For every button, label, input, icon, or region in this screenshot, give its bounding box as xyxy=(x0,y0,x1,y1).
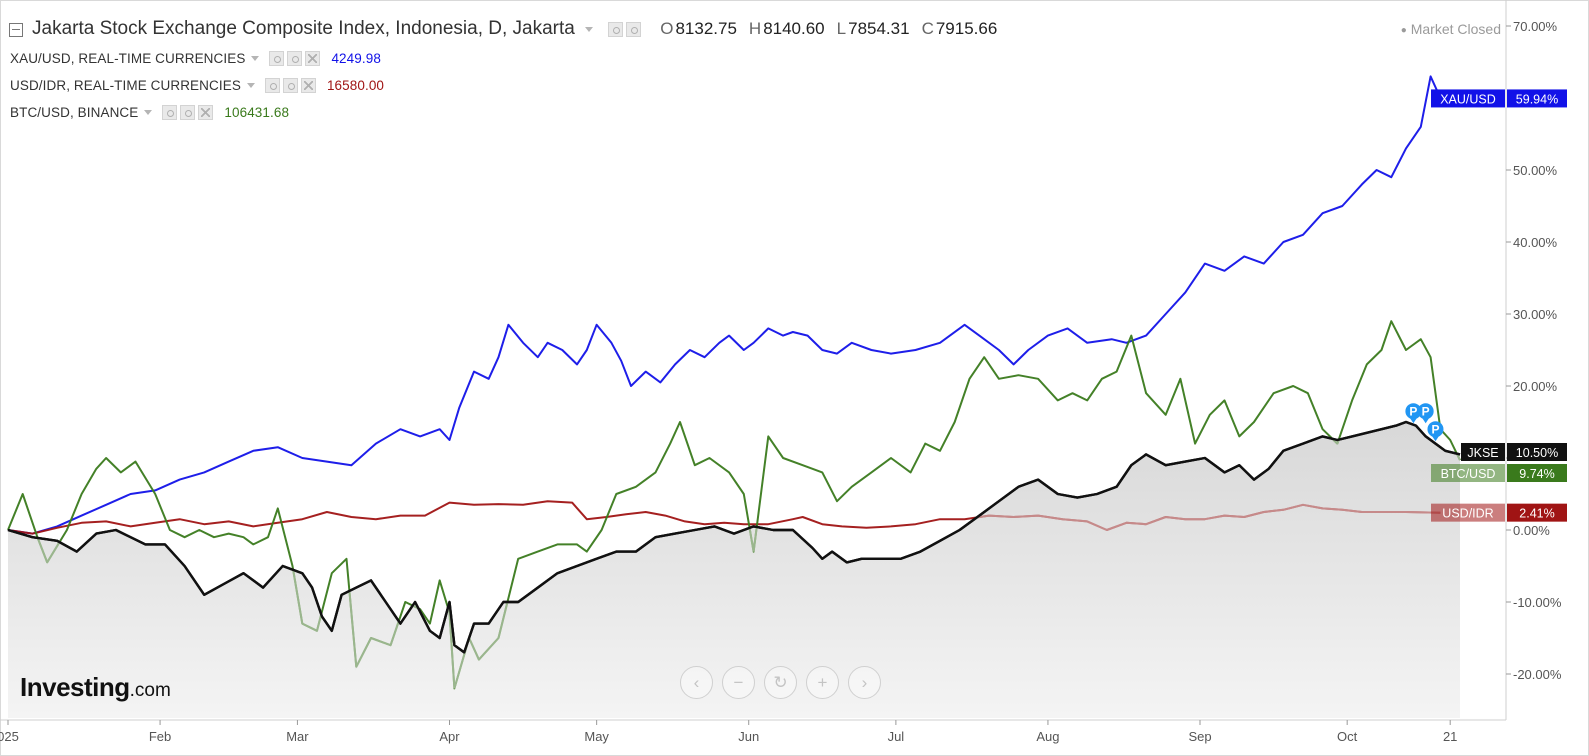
badge-name-bg xyxy=(1461,443,1505,461)
series-line-xauusd xyxy=(7,75,1442,535)
y-tick-label: 70.00% xyxy=(1513,19,1558,34)
legend-dropdown-icon[interactable] xyxy=(246,83,255,89)
x-tick-label: Sep xyxy=(1188,729,1211,744)
badge-name-bg xyxy=(1431,503,1505,522)
chart-nav-controls: ‹ − ↻ + › xyxy=(680,666,890,699)
remove-icon[interactable] xyxy=(198,105,214,121)
legend-label: BTC/USD, BINANCE xyxy=(10,105,139,120)
y-tick-label: -10.00% xyxy=(1513,595,1562,610)
investing-logo: Investing.com xyxy=(20,672,171,703)
y-tick-label: -20.00% xyxy=(1513,667,1562,682)
visibility-icon[interactable] xyxy=(607,22,623,38)
ohlc-key: H xyxy=(748,19,762,38)
badge-name: JKSE xyxy=(1467,446,1498,460)
y-tick-label: 40.00% xyxy=(1513,235,1558,250)
legend-value: 106431.68 xyxy=(224,105,290,120)
event-marker-pin xyxy=(1409,417,1418,424)
settings-icon[interactable] xyxy=(625,22,641,38)
visibility-icon[interactable] xyxy=(264,78,280,94)
x-tick-label: 025 xyxy=(0,729,19,744)
badge-value-bg xyxy=(1507,443,1567,461)
remove-icon[interactable] xyxy=(305,51,321,67)
y-tick-label: 30.00% xyxy=(1513,307,1558,322)
badge-value-bg xyxy=(1507,464,1567,482)
y-tick-label: 0.00% xyxy=(1513,523,1550,538)
legend-dropdown-icon[interactable] xyxy=(144,110,153,116)
market-status: Market Closed xyxy=(1401,21,1501,37)
event-marker xyxy=(1405,403,1422,420)
badge-value-bg xyxy=(1507,503,1567,522)
legend-row[interactable]: USD/IDR, REAL-TIME CURRENCIES 16580.00 xyxy=(10,77,384,95)
chart-title: Jakarta Stock Exchange Composite Index, … xyxy=(32,18,575,39)
event-marker-pin xyxy=(1421,417,1430,424)
ohlc-value: 7854.31 xyxy=(848,19,910,38)
ohlc-readout: O 8132.75 H 8140.60 L 7854.31 C 7915.66 xyxy=(648,19,998,38)
y-tick-label: 20.00% xyxy=(1513,379,1558,394)
legend-value: 16580.00 xyxy=(326,78,385,93)
ohlc-key: L xyxy=(836,19,847,38)
badge-name-bg xyxy=(1431,464,1505,482)
series-line-jkse-top xyxy=(7,420,1461,654)
reset-button[interactable]: ↻ xyxy=(764,666,797,699)
scroll-left-button[interactable]: ‹ xyxy=(680,666,713,699)
zoom-out-button[interactable]: − xyxy=(722,666,755,699)
event-marker-label: P xyxy=(1409,405,1417,419)
legend-label: XAU/USD, REAL-TIME CURRENCIES xyxy=(10,51,246,66)
event-marker xyxy=(1417,403,1434,420)
settings-icon[interactable] xyxy=(287,51,303,67)
legend-dropdown-icon[interactable] xyxy=(251,56,260,62)
zoom-in-button[interactable]: + xyxy=(806,666,839,699)
x-tick-label: 21 xyxy=(1443,729,1457,744)
chart-header: Jakarta Stock Exchange Composite Index, … xyxy=(32,18,997,40)
x-tick-label: Aug xyxy=(1036,729,1059,744)
visibility-icon[interactable] xyxy=(162,105,178,121)
x-tick-label: Apr xyxy=(439,729,460,744)
event-marker-pin xyxy=(1431,435,1440,442)
badge-value-bg xyxy=(1507,89,1567,108)
event-marker xyxy=(1427,421,1444,438)
legend-value: 4249.98 xyxy=(331,51,381,66)
badge-value: 9.74% xyxy=(1519,467,1554,481)
legend-label: USD/IDR, REAL-TIME CURRENCIES xyxy=(10,78,241,93)
series-line-btcusd xyxy=(7,320,1461,690)
visibility-icon[interactable] xyxy=(269,51,285,67)
badge-name: BTC/USD xyxy=(1441,467,1496,481)
ohlc-value: 8140.60 xyxy=(763,19,825,38)
badge-name: XAU/USD xyxy=(1440,92,1496,106)
ohlc-key: C xyxy=(921,19,934,38)
scroll-right-button[interactable]: › xyxy=(848,666,881,699)
badge-value: 10.50% xyxy=(1516,446,1558,460)
ohlc-value: 7915.66 xyxy=(935,19,998,38)
event-marker-label: P xyxy=(1431,423,1439,437)
settings-icon[interactable] xyxy=(282,78,298,94)
logo-main: Investing xyxy=(20,672,130,702)
x-tick-label: May xyxy=(584,729,609,744)
legend-row[interactable]: XAU/USD, REAL-TIME CURRENCIES 4249.98 xyxy=(10,50,381,68)
logo-suffix: .com xyxy=(129,680,171,701)
badge-name-bg xyxy=(1431,89,1505,108)
x-tick-label: Feb xyxy=(149,729,171,744)
badge-value: 59.94% xyxy=(1516,92,1558,106)
x-tick-label: Oct xyxy=(1337,729,1358,744)
event-marker-label: P xyxy=(1422,405,1430,419)
legend-row[interactable]: BTC/USD, BINANCE 106431.68 xyxy=(10,104,289,122)
ohlc-key: O xyxy=(660,19,674,38)
x-tick-label: Mar xyxy=(286,729,309,744)
title-dropdown-icon[interactable] xyxy=(585,27,594,33)
settings-icon[interactable] xyxy=(180,105,196,121)
jkse-area xyxy=(8,422,1460,718)
x-tick-label: Jul xyxy=(888,729,905,744)
ohlc-value: 8132.75 xyxy=(675,19,737,38)
y-tick-label: 50.00% xyxy=(1513,163,1558,178)
badge-name: USD/IDR xyxy=(1442,507,1493,521)
remove-icon[interactable] xyxy=(300,78,316,94)
x-tick-label: Jun xyxy=(738,729,759,744)
collapse-icon[interactable] xyxy=(9,23,23,37)
badge-value: 2.41% xyxy=(1519,507,1554,521)
